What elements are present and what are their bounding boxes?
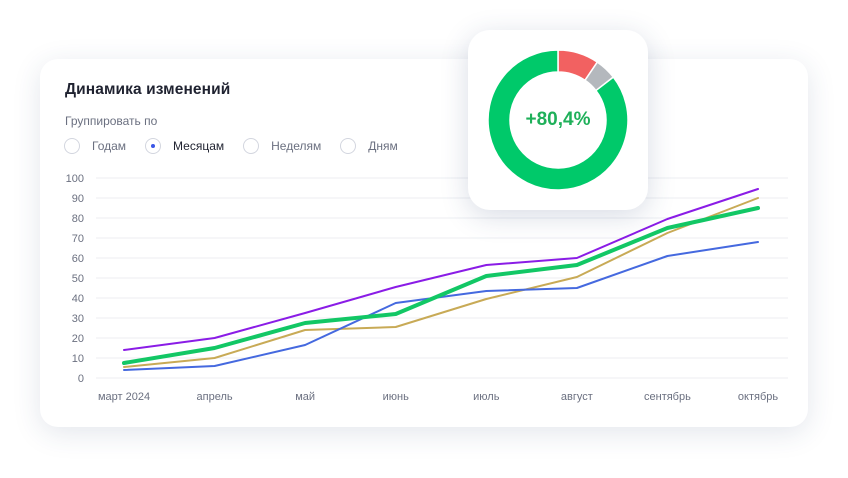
y-tick-label: 50 bbox=[72, 273, 84, 285]
x-tick-label: март 2024 bbox=[98, 391, 150, 403]
y-tick-label: 20 bbox=[72, 333, 84, 345]
radio-circle[interactable] bbox=[243, 138, 260, 154]
radio-months[interactable]: Месяцам bbox=[145, 138, 224, 154]
x-tick-label: сентябрь bbox=[644, 391, 691, 403]
line-chart: 0 10 20 30 40 50 60 70 80 90 100 март 2024 апрель май… bbox=[66, 173, 788, 403]
y-tick-label: 70 bbox=[72, 233, 84, 245]
x-tick-label: апрель bbox=[197, 391, 233, 403]
donut-segment bbox=[487, 49, 629, 191]
radio-label-months: Месяцам bbox=[173, 139, 225, 153]
y-tick-label: 40 bbox=[72, 293, 84, 305]
radio-label-weeks: Неделям bbox=[271, 139, 322, 153]
radio-weeks[interactable]: Неделям bbox=[243, 138, 321, 154]
widget-title: Динамика изменений bbox=[65, 81, 231, 98]
radio-label-days: Дням bbox=[368, 139, 398, 153]
x-tick-label: май bbox=[295, 391, 315, 403]
dynamics-card: Динамика изменений Группировать по Годам… bbox=[40, 59, 808, 427]
x-tick-label: июль bbox=[473, 391, 500, 403]
series-line-2 bbox=[123, 197, 759, 368]
radio-selected-dot bbox=[151, 144, 156, 148]
series-line-1 bbox=[123, 188, 759, 351]
series-line-3 bbox=[123, 241, 759, 371]
x-tick-label: октябрь bbox=[738, 391, 778, 403]
donut-card: +80,4% bbox=[468, 30, 648, 210]
y-tick-label: 30 bbox=[72, 313, 84, 325]
radio-years[interactable]: Годам bbox=[64, 138, 126, 154]
y-tick-label: 80 bbox=[72, 213, 84, 225]
y-tick-label: 100 bbox=[66, 173, 84, 185]
group-by-label: Группировать по bbox=[65, 114, 158, 128]
y-tick-label: 60 bbox=[72, 253, 84, 265]
radio-circle[interactable] bbox=[64, 138, 80, 154]
donut-chart bbox=[487, 49, 629, 191]
donut-value: +80,4% bbox=[525, 109, 591, 130]
radio-label-years: Годам bbox=[92, 139, 127, 153]
series-line-4 bbox=[122, 206, 760, 365]
x-tick-label: август bbox=[561, 391, 593, 403]
y-tick-label: 90 bbox=[72, 193, 84, 205]
radio-circle-selected[interactable] bbox=[145, 138, 162, 154]
radio-circle[interactable] bbox=[340, 138, 357, 154]
y-tick-label: 10 bbox=[72, 353, 84, 365]
y-tick-label: 0 bbox=[78, 373, 84, 385]
radio-days[interactable]: Дням bbox=[340, 138, 398, 154]
x-tick-label: июнь bbox=[383, 391, 409, 403]
group-by-radio-group: Годам Месяцам Неделям Дням bbox=[64, 138, 417, 154]
